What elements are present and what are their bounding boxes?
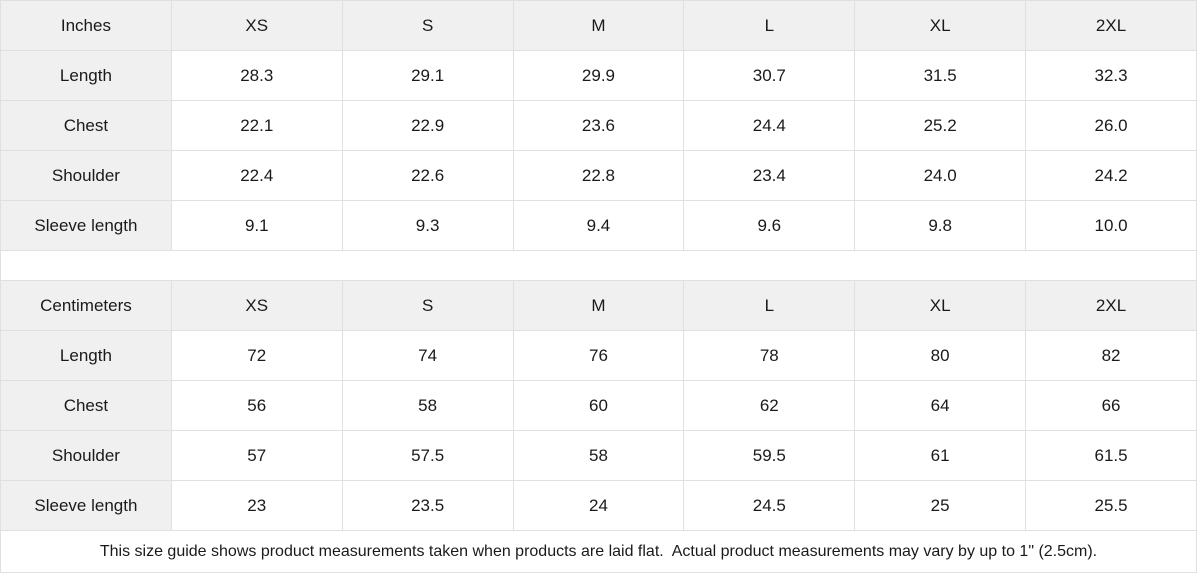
- value-cell: 57: [170, 430, 343, 481]
- inches-header-row: Inches XS S M L XL 2XL: [0, 0, 1197, 51]
- unit-header-centimeters: Centimeters: [0, 280, 172, 331]
- value-cell: 82: [1025, 330, 1197, 381]
- value-cell: 29.9: [512, 50, 685, 101]
- size-header-l: L: [683, 0, 856, 51]
- size-header-xl: XL: [854, 0, 1027, 51]
- value-cell: 9.4: [512, 200, 685, 251]
- table-row: Chest 22.1 22.9 23.6 24.4 25.2 26.0: [0, 100, 1197, 151]
- value-cell: 9.3: [341, 200, 514, 251]
- value-cell: 80: [854, 330, 1027, 381]
- value-cell: 24.0: [854, 150, 1027, 201]
- value-cell: 60: [512, 380, 685, 431]
- value-cell: 30.7: [683, 50, 856, 101]
- value-cell: 23.4: [683, 150, 856, 201]
- value-cell: 74: [341, 330, 514, 381]
- value-cell: 22.9: [341, 100, 514, 151]
- value-cell: 59.5: [683, 430, 856, 481]
- size-header-xl: XL: [854, 280, 1027, 331]
- row-label-cell: Sleeve length: [0, 200, 172, 251]
- size-header-m: M: [512, 0, 685, 51]
- size-header-m: M: [512, 280, 685, 331]
- table-row: Shoulder 57 57.5 58 59.5 61 61.5: [0, 430, 1197, 481]
- footer-note: This size guide shows product measuremen…: [0, 530, 1197, 573]
- value-cell: 72: [170, 330, 343, 381]
- size-header-xs: XS: [170, 0, 343, 51]
- row-label-cell: Shoulder: [0, 150, 172, 201]
- value-cell: 31.5: [854, 50, 1027, 101]
- value-cell: 56: [170, 380, 343, 431]
- value-cell: 22.8: [512, 150, 685, 201]
- size-header-s: S: [341, 280, 514, 331]
- row-label-cell: Chest: [0, 380, 172, 431]
- size-header-2xl: 2XL: [1025, 0, 1197, 51]
- value-cell: 57.5: [341, 430, 514, 481]
- value-cell: 58: [341, 380, 514, 431]
- value-cell: 25.5: [1025, 480, 1197, 531]
- table-row: Sleeve length 23 23.5 24 24.5 25 25.5: [0, 480, 1197, 531]
- value-cell: 61: [854, 430, 1027, 481]
- value-cell: 66: [1025, 380, 1197, 431]
- value-cell: 9.1: [170, 200, 343, 251]
- row-label-cell: Chest: [0, 100, 172, 151]
- value-cell: 24.2: [1025, 150, 1197, 201]
- spacer-row: [0, 250, 1197, 281]
- value-cell: 24.5: [683, 480, 856, 531]
- table-row: Sleeve length 9.1 9.3 9.4 9.6 9.8 10.0: [0, 200, 1197, 251]
- size-header-xs: XS: [170, 280, 343, 331]
- value-cell: 23: [170, 480, 343, 531]
- spacer-cell: [0, 250, 1197, 281]
- value-cell: 22.1: [170, 100, 343, 151]
- row-label-cell: Length: [0, 330, 172, 381]
- unit-header-inches: Inches: [0, 0, 172, 51]
- value-cell: 61.5: [1025, 430, 1197, 481]
- size-header-s: S: [341, 0, 514, 51]
- value-cell: 22.4: [170, 150, 343, 201]
- value-cell: 64: [854, 380, 1027, 431]
- row-label-cell: Length: [0, 50, 172, 101]
- value-cell: 29.1: [341, 50, 514, 101]
- value-cell: 23.5: [341, 480, 514, 531]
- value-cell: 24.4: [683, 100, 856, 151]
- value-cell: 78: [683, 330, 856, 381]
- value-cell: 9.8: [854, 200, 1027, 251]
- centimeters-header-row: Centimeters XS S M L XL 2XL: [0, 280, 1197, 331]
- value-cell: 76: [512, 330, 685, 381]
- value-cell: 32.3: [1025, 50, 1197, 101]
- value-cell: 25: [854, 480, 1027, 531]
- value-cell: 10.0: [1025, 200, 1197, 251]
- value-cell: 23.6: [512, 100, 685, 151]
- row-label-cell: Sleeve length: [0, 480, 172, 531]
- value-cell: 22.6: [341, 150, 514, 201]
- table-row: Chest 56 58 60 62 64 66: [0, 380, 1197, 431]
- value-cell: 58: [512, 430, 685, 481]
- value-cell: 26.0: [1025, 100, 1197, 151]
- footer-row: This size guide shows product measuremen…: [0, 530, 1197, 573]
- value-cell: 9.6: [683, 200, 856, 251]
- row-label-cell: Shoulder: [0, 430, 172, 481]
- table-row: Shoulder 22.4 22.6 22.8 23.4 24.0 24.2: [0, 150, 1197, 201]
- value-cell: 28.3: [170, 50, 343, 101]
- value-cell: 25.2: [854, 100, 1027, 151]
- value-cell: 24: [512, 480, 685, 531]
- size-header-2xl: 2XL: [1025, 280, 1197, 331]
- value-cell: 62: [683, 380, 856, 431]
- table-row: Length 28.3 29.1 29.9 30.7 31.5 32.3: [0, 50, 1197, 101]
- table-row: Length 72 74 76 78 80 82: [0, 330, 1197, 381]
- size-header-l: L: [683, 280, 856, 331]
